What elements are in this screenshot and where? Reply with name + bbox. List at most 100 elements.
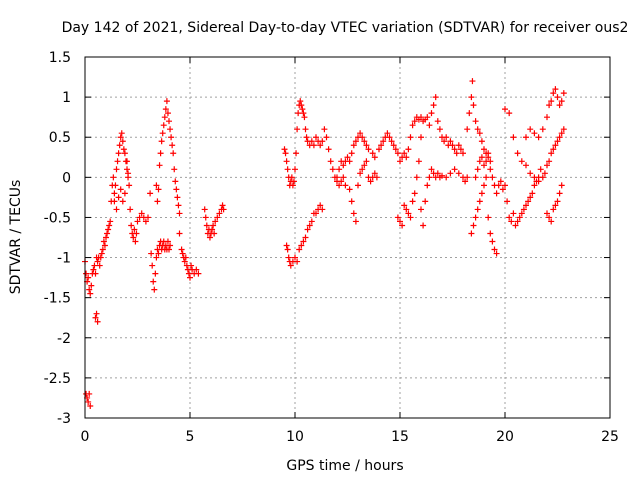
- data-point: [148, 250, 155, 257]
- data-point: [558, 130, 565, 137]
- data-point: [487, 166, 494, 173]
- data-point: [523, 202, 529, 209]
- data-point: [164, 110, 171, 117]
- y-axis-title: SDTVAR / TECUs: [8, 180, 24, 295]
- data-point: [502, 106, 508, 113]
- data-point: [117, 134, 124, 141]
- data-point: [502, 182, 508, 189]
- data-point: [434, 170, 441, 177]
- data-point: [355, 182, 361, 189]
- data-point: [293, 150, 300, 157]
- data-point: [493, 250, 500, 257]
- data-point: [491, 246, 498, 253]
- data-point: [481, 146, 487, 153]
- data-point: [169, 142, 176, 149]
- data-point: [212, 218, 219, 225]
- data-point: [472, 174, 479, 181]
- data-point: [211, 230, 218, 237]
- data-point: [424, 182, 431, 189]
- data-point: [483, 158, 490, 165]
- data-point: [546, 102, 553, 109]
- data-point: [548, 218, 555, 225]
- data-point: [93, 310, 100, 317]
- data-point: [457, 146, 464, 153]
- data-point: [306, 222, 313, 229]
- data-point: [363, 142, 370, 149]
- data-point: [289, 182, 296, 189]
- data-point: [558, 182, 565, 189]
- data-point: [550, 146, 557, 153]
- data-point: [167, 126, 174, 133]
- y-tick-label: -1: [57, 251, 71, 267]
- data-point: [340, 162, 347, 169]
- data-point: [94, 258, 101, 265]
- data-point: [418, 134, 424, 141]
- data-point: [469, 78, 476, 85]
- data-point: [556, 134, 563, 141]
- data-point: [206, 234, 213, 241]
- data-point: [407, 134, 414, 141]
- data-point: [485, 150, 492, 157]
- data-point: [90, 266, 97, 273]
- data-point: [518, 158, 525, 165]
- data-point: [164, 238, 171, 245]
- data-point: [106, 222, 113, 229]
- data-point: [544, 114, 550, 121]
- data-point: [550, 206, 557, 213]
- data-point: [546, 214, 553, 221]
- x-tick-label: 15: [391, 429, 409, 445]
- data-point: [373, 174, 380, 181]
- data-point: [288, 174, 295, 181]
- data-point: [299, 106, 306, 113]
- data-point: [153, 182, 160, 189]
- data-point: [510, 134, 517, 141]
- x-axis: 0 5 10 15 20 25: [81, 57, 619, 445]
- data-point: [560, 126, 567, 133]
- data-point: [336, 166, 343, 173]
- data-point: [300, 238, 307, 245]
- data-point: [352, 138, 359, 145]
- data-point: [92, 270, 99, 277]
- data-point: [403, 206, 410, 213]
- data-point: [556, 102, 563, 109]
- data-point: [537, 166, 544, 173]
- data-point: [181, 258, 188, 265]
- data-point: [168, 134, 175, 141]
- data-point: [464, 174, 471, 181]
- data-point: [94, 318, 101, 325]
- data-point: [287, 262, 294, 269]
- data-point: [357, 170, 364, 177]
- data-point: [209, 226, 216, 233]
- data-point: [115, 150, 122, 157]
- y-tick-label: -3: [57, 411, 71, 427]
- data-point: [151, 286, 158, 293]
- data-point: [474, 126, 481, 133]
- data-point: [403, 154, 410, 161]
- data-point: [365, 146, 372, 153]
- data-point: [86, 286, 93, 293]
- data-point: [464, 126, 471, 133]
- data-point: [175, 202, 182, 209]
- data-point: [120, 146, 127, 153]
- y-tick-label: -2.5: [44, 371, 71, 387]
- data-point: [101, 242, 108, 249]
- x-tick-label: 5: [186, 429, 195, 445]
- data-point: [504, 198, 511, 205]
- data-point: [154, 198, 161, 205]
- data-point: [544, 162, 550, 169]
- data-point: [554, 94, 561, 101]
- data-point: [418, 114, 424, 121]
- data-point: [313, 134, 319, 141]
- data-point: [548, 150, 555, 157]
- data-point: [187, 274, 193, 281]
- data-point: [350, 210, 357, 217]
- data-point: [152, 270, 159, 277]
- data-point: [397, 218, 403, 225]
- data-point: [185, 270, 192, 277]
- data-point: [552, 142, 559, 149]
- y-tick-label: 1.5: [49, 50, 71, 66]
- data-point: [497, 178, 504, 185]
- data-point: [422, 198, 429, 205]
- data-point: [132, 238, 139, 245]
